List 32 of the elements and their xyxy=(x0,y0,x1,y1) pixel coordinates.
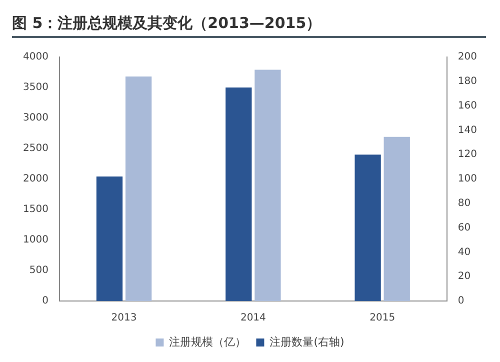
y-tick-label: 4000 xyxy=(22,52,48,63)
y-tick-label: 3500 xyxy=(22,82,48,94)
y-tick-label: 1000 xyxy=(22,234,48,246)
y-tick-label: 2500 xyxy=(22,143,48,154)
legend-label: 注册规模（亿） xyxy=(169,335,246,348)
y-tick-label: 1500 xyxy=(22,204,48,216)
bar xyxy=(254,70,281,301)
y-tick-label: 3000 xyxy=(22,112,48,124)
bar xyxy=(96,176,123,301)
y2-tick-label: 80 xyxy=(458,198,471,209)
y2-tick-label: 200 xyxy=(458,52,478,63)
bar xyxy=(384,136,410,301)
bar xyxy=(354,154,381,301)
x-tick-label: 2014 xyxy=(240,312,266,324)
y-tick-label: 0 xyxy=(42,296,48,307)
bar xyxy=(226,88,252,301)
y2-tick-label: 180 xyxy=(458,76,478,87)
y2-tick-label: 160 xyxy=(458,100,478,112)
bar xyxy=(125,76,152,301)
y2-tick-label: 0 xyxy=(458,296,464,307)
y2-tick-label: 120 xyxy=(458,149,478,160)
legend-label: 注册数量(右轴) xyxy=(270,335,344,348)
y2-tick-label: 100 xyxy=(458,174,478,185)
y2-tick-label: 20 xyxy=(458,271,471,282)
chart-title: 图 5：注册总规模及其变化（2013—2015） xyxy=(12,14,486,38)
y-tick-label: 500 xyxy=(29,265,48,276)
y2-tick-label: 60 xyxy=(458,222,471,234)
y-tick-label: 2000 xyxy=(22,174,48,185)
x-tick-label: 2013 xyxy=(111,312,137,324)
x-tick-label: 2015 xyxy=(370,312,396,324)
y2-tick-label: 140 xyxy=(458,124,478,136)
y2-tick-label: 40 xyxy=(458,246,471,258)
